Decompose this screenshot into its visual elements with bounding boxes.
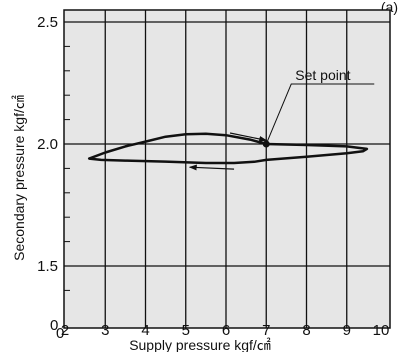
arrow-decreasing	[188, 164, 235, 171]
x-tick-labels: 2 3 4 5 6 7 8 9 10	[61, 322, 390, 339]
grid-lines	[64, 10, 390, 328]
y-tick-label: 2.5	[37, 14, 58, 31]
arrow-increasing	[229, 132, 268, 142]
x-axis-label: Supply pressure kgf/㎠	[129, 337, 271, 352]
set-point-leader-line	[265, 83, 375, 145]
y-tick-label: 2.0	[37, 136, 58, 153]
set-point-label: Set point	[295, 67, 350, 83]
y-tick-label: 1.5	[37, 258, 58, 275]
x-tick-label: 8	[302, 322, 310, 339]
x-tick-label: 10	[373, 322, 390, 339]
minor-ticks	[64, 21, 70, 291]
origin-y-label: 0	[50, 317, 58, 334]
x-tick-label: 3	[101, 322, 109, 339]
y-axis-label: Secondary pressure kgf/㎠	[11, 95, 27, 261]
x-tick-label: 2	[61, 322, 69, 339]
x-tick-label: 5	[182, 322, 190, 339]
hysteresis-loop	[87, 132, 369, 165]
x-tick-label: 7	[262, 322, 270, 339]
x-tick-label: 9	[343, 322, 351, 339]
x-tick-label: 4	[141, 322, 149, 339]
plot-frame	[63, 9, 391, 329]
origin-x-label: 0	[56, 325, 64, 342]
x-tick-label: 6	[222, 322, 230, 339]
y-tick-labels: 1.5 2.0 2.5	[37, 14, 58, 275]
